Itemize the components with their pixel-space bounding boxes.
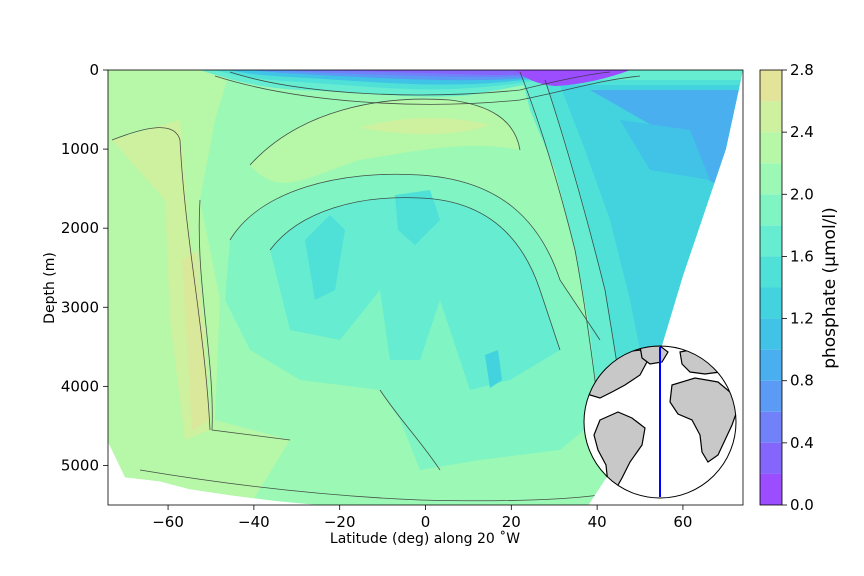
contour-line [139, 469, 601, 502]
y-tick-label: 2000 [61, 219, 99, 237]
colorbar-band [760, 380, 782, 412]
colorbar-band [760, 256, 782, 288]
colorbar-band [760, 101, 782, 133]
central-low-patch-c [485, 350, 502, 388]
colorbar-tick-label: 2.4 [790, 123, 814, 141]
y-tick-label: 0 [89, 61, 99, 79]
colorbar-frame [759, 69, 783, 506]
contour-line [229, 173, 601, 341]
colorbar-tick-label: 1.6 [790, 247, 814, 265]
intermediate-core-band [360, 117, 490, 135]
surface-band-6 [300, 70, 575, 75]
colorbar-band [760, 225, 782, 257]
colorbar-band [760, 70, 782, 102]
colorbar-tick-label: 1.2 [790, 310, 814, 328]
y-axis: 0 1000 2000 3000 4000 5000 [61, 61, 108, 474]
colorbar-band [760, 349, 782, 381]
north-band-5 [620, 120, 710, 180]
colorbar-band [760, 442, 782, 474]
colorbar-band [760, 287, 782, 319]
colorbar-tick-label: 0.4 [790, 434, 814, 452]
contour-line [229, 71, 611, 96]
south-america-land [593, 411, 646, 494]
x-tick-label: −40 [238, 513, 270, 531]
contour-line [198, 199, 291, 441]
colorbar-tick-label: 2.8 [790, 61, 814, 79]
colorbar-tick-label: 2.0 [790, 185, 814, 203]
contour-line [379, 389, 441, 471]
x-axis: −60 −40 −20 0 20 40 60 [152, 505, 692, 531]
y-tick-label: 4000 [61, 377, 99, 395]
colorbar-tick-label: 0.0 [790, 496, 814, 514]
colorbar-label: phosphate (μmol/l) [820, 207, 840, 369]
colorbar-bands [760, 70, 782, 505]
x-tick-label: 20 [502, 513, 521, 531]
central-core-band [270, 197, 560, 390]
colorbar-band [760, 163, 782, 195]
y-tick-label: 3000 [61, 298, 99, 316]
colorbar-tick-label: 0.8 [790, 372, 814, 390]
inset-globe-map [583, 345, 737, 499]
contour-line [111, 127, 211, 431]
x-axis-label: Latitude (deg) along 20 ˚W [330, 530, 520, 547]
contour-lines [111, 71, 641, 505]
x-tick-label: −20 [324, 513, 356, 531]
colorbar-ticks: 0.0 0.4 0.8 1.2 1.6 2.0 2.4 2.8 [782, 61, 814, 514]
colorbar-band [760, 318, 782, 350]
southern-max-band [182, 250, 210, 430]
y-tick-label: 1000 [61, 140, 99, 158]
colorbar-band [760, 132, 782, 164]
southern-peak-band [112, 120, 210, 440]
central-low-patch-a [305, 215, 345, 300]
x-tick-label: 40 [588, 513, 607, 531]
contour-line [214, 75, 641, 105]
africa-land [669, 377, 736, 463]
colorbar-band [760, 473, 782, 505]
x-tick-label: 0 [421, 513, 431, 531]
x-tick-label: 60 [673, 513, 692, 531]
x-tick-label: −60 [152, 513, 184, 531]
contour-line [249, 98, 521, 166]
y-tick-label: 5000 [61, 456, 99, 474]
colorbar-band [760, 194, 782, 226]
colorbar: 0.0 0.4 0.8 1.2 1.6 2.0 2.4 2.8 phosphate (μmol… [759, 61, 840, 514]
y-axis-label: Depth (m) [42, 252, 58, 324]
central-low-patch-b [395, 190, 440, 245]
colorbar-band [760, 411, 782, 443]
globe-outline [583, 345, 737, 499]
contour-line [269, 197, 561, 351]
